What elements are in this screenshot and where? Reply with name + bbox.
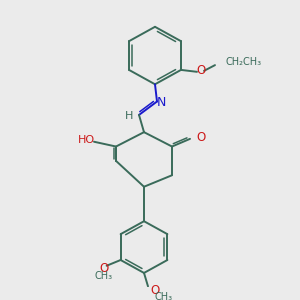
Text: HO: HO: [77, 135, 94, 145]
Text: O: O: [196, 131, 205, 144]
Text: CH₃: CH₃: [155, 292, 173, 300]
Text: O: O: [150, 284, 160, 297]
Text: O: O: [196, 64, 206, 77]
Text: N: N: [156, 96, 166, 109]
Text: O: O: [99, 262, 108, 275]
Text: CH₂CH₃: CH₂CH₃: [226, 57, 262, 67]
Text: CH₃: CH₃: [94, 271, 113, 281]
Text: H: H: [125, 111, 133, 121]
